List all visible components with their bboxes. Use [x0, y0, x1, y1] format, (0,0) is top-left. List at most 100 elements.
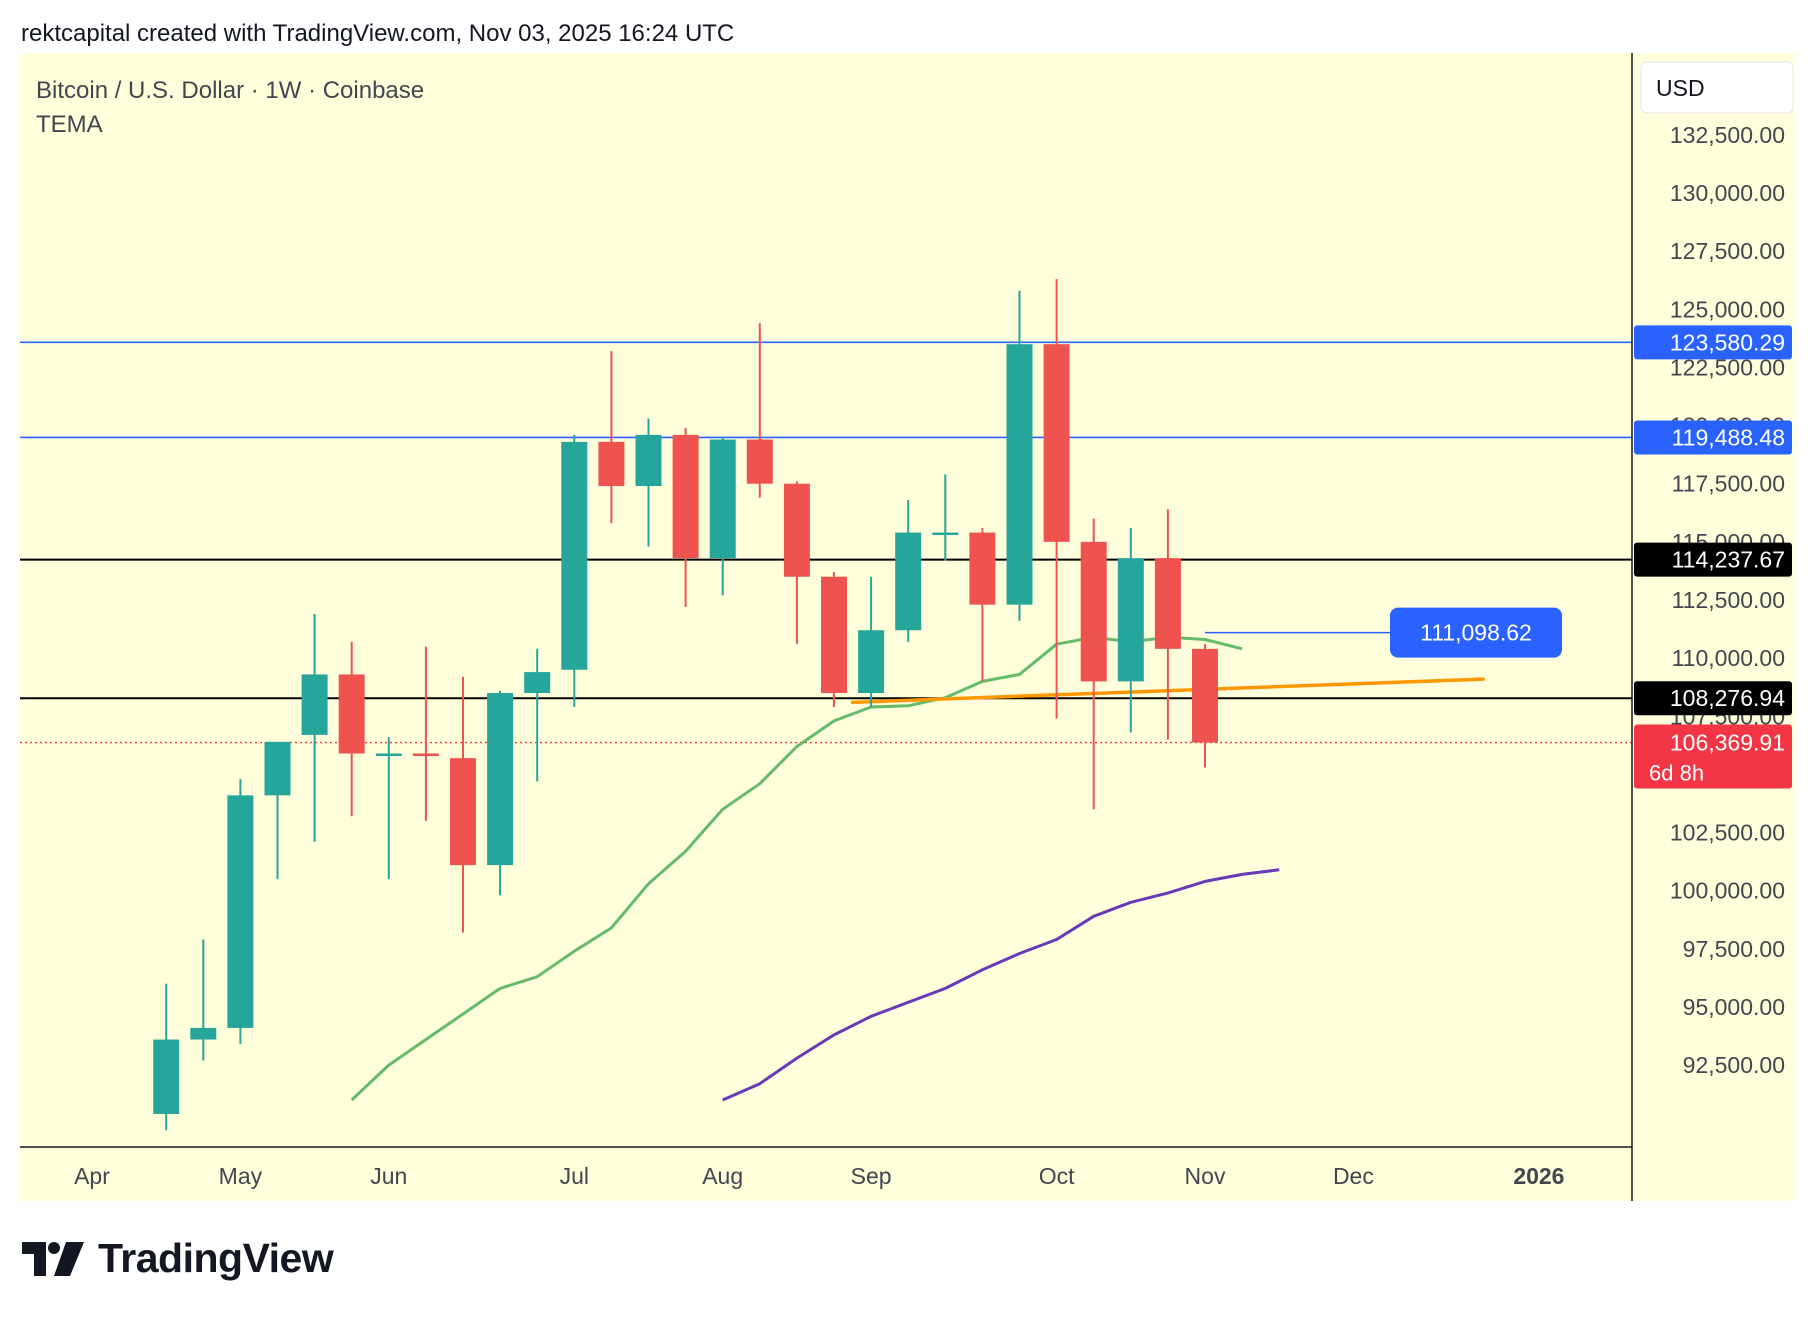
x-tick-label: May [219, 1163, 263, 1189]
currency-label: USD [1656, 75, 1705, 101]
tema-slow-line [722, 868, 1280, 1102]
candle-body [227, 795, 254, 1028]
candle-body [635, 434, 662, 487]
candle[interactable] [338, 641, 365, 817]
candle-body [598, 441, 625, 487]
candle-body [561, 441, 588, 670]
tradingview-logo: TradingView [22, 1235, 334, 1282]
candle[interactable] [895, 500, 922, 642]
y-tick-label: 95,000.00 [1683, 994, 1785, 1020]
candle[interactable] [1117, 527, 1144, 733]
candle[interactable] [1192, 644, 1218, 768]
candle-body [821, 576, 847, 694]
candle[interactable] [635, 418, 662, 547]
candle[interactable] [709, 437, 736, 596]
x-tick-label: Aug [702, 1163, 743, 1189]
bar-countdown: 6d 8h [1649, 761, 1704, 786]
price-tag [1634, 420, 1792, 455]
candle[interactable] [1043, 279, 1070, 719]
candle-body [153, 1039, 180, 1114]
y-tick-label: 112,500.00 [1672, 587, 1785, 613]
candle[interactable] [153, 983, 180, 1131]
candle-body [1154, 558, 1181, 649]
x-tick-label: Apr [74, 1163, 110, 1189]
x-tick-label: Nov [1185, 1163, 1226, 1189]
candle[interactable] [1154, 509, 1181, 740]
y-tick-label: 97,500.00 [1683, 936, 1785, 962]
candle-body [450, 758, 476, 866]
y-tick-label: 102,500.00 [1670, 820, 1785, 846]
candle-body [672, 434, 699, 559]
y-tick-label: 127,500.00 [1670, 238, 1785, 264]
candle-body [858, 630, 885, 694]
x-tick-label: Sep [851, 1163, 892, 1189]
candle[interactable] [524, 648, 551, 782]
x-tick-label: Dec [1333, 1163, 1374, 1189]
candle[interactable] [264, 741, 291, 880]
candle[interactable] [821, 572, 847, 707]
candle[interactable] [783, 481, 810, 645]
candle[interactable] [1006, 290, 1033, 621]
callout-label: 111,098.62 [1420, 620, 1532, 646]
price-tag-label: 108,276.94 [1670, 685, 1785, 711]
candle[interactable] [932, 474, 959, 561]
candle-body [524, 672, 551, 694]
candle-body [895, 532, 922, 631]
y-tick-label: 117,500.00 [1672, 471, 1785, 497]
candle-body [412, 753, 439, 756]
candle-body [1117, 558, 1144, 682]
candle-body [487, 693, 514, 866]
candle-body [746, 439, 773, 484]
candle-body [1192, 648, 1218, 743]
candle[interactable] [487, 690, 514, 896]
candle-body [375, 753, 402, 756]
y-tick-label: 132,500.00 [1670, 122, 1785, 148]
x-tick-label: 2026 [1513, 1163, 1564, 1189]
candle-body [190, 1027, 217, 1040]
candle-body [338, 674, 365, 754]
tradingview-wordmark: TradingView [98, 1235, 334, 1281]
candle[interactable] [375, 737, 402, 880]
candle[interactable] [301, 613, 328, 842]
candle[interactable] [227, 779, 254, 1045]
legend-symbol: Bitcoin / U.S. Dollar · 1W · Coinbase [36, 77, 424, 104]
price-tag-label: 119,488.48 [1672, 424, 1785, 450]
candle[interactable] [190, 939, 217, 1061]
x-tick-label: Jun [370, 1163, 407, 1189]
candle[interactable] [1080, 518, 1107, 810]
candle-body [264, 741, 291, 796]
price-tag [1634, 681, 1792, 716]
candle[interactable] [412, 646, 439, 821]
candle[interactable] [746, 323, 773, 498]
y-tick-label: 130,000.00 [1670, 180, 1785, 206]
y-tick-label: 125,000.00 [1670, 296, 1785, 322]
price-tag [1634, 542, 1792, 577]
candle[interactable] [561, 434, 588, 707]
header-caption: rektcapital created with TradingView.com… [21, 20, 735, 47]
current-price-tag [1634, 724, 1792, 789]
y-tick-label: 92,500.00 [1683, 1052, 1785, 1078]
x-tick-label: Jul [560, 1163, 589, 1189]
candle-body [783, 483, 810, 577]
legend-indicator: TEMA [36, 111, 103, 138]
candle-body [301, 674, 328, 735]
candle[interactable] [969, 527, 996, 682]
callout-box[interactable] [1390, 607, 1562, 658]
candle-body [969, 532, 996, 605]
current-price-label: 106,369.91 [1670, 730, 1785, 756]
candle[interactable] [858, 576, 885, 707]
currency-button[interactable] [1640, 61, 1794, 114]
candle-body [1043, 344, 1070, 542]
y-tick-label: 110,000.00 [1672, 645, 1785, 671]
price-tag-label: 114,237.67 [1672, 547, 1785, 573]
candle-body [1080, 541, 1107, 682]
tradingview-logo-icon [22, 1241, 84, 1276]
candle[interactable] [672, 427, 699, 607]
candle[interactable] [598, 351, 625, 524]
candle-body [709, 439, 736, 559]
candle[interactable] [450, 676, 476, 933]
x-tick-label: Oct [1039, 1163, 1075, 1189]
candle-body [1006, 344, 1033, 605]
price-tag [1634, 325, 1792, 360]
